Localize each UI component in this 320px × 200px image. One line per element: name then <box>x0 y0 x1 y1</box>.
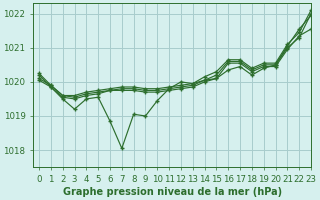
X-axis label: Graphe pression niveau de la mer (hPa): Graphe pression niveau de la mer (hPa) <box>62 187 282 197</box>
